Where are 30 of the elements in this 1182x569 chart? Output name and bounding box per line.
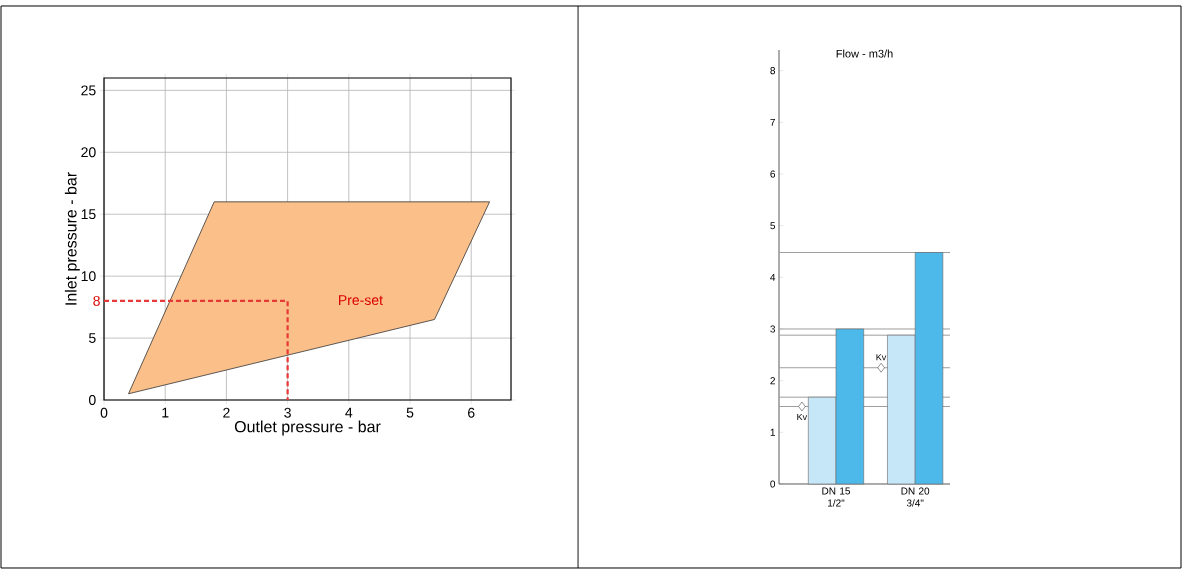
y-tick-label: 10 bbox=[81, 271, 96, 282]
x-tick-label: 0 bbox=[100, 407, 108, 418]
x-tick-label: 2 bbox=[223, 407, 230, 418]
y-tick-label: 8 bbox=[770, 67, 776, 75]
y-tick-label: 5 bbox=[770, 222, 776, 230]
x-tick-label: 4 bbox=[345, 407, 353, 418]
y-axis-title: Inlet pressure - bar bbox=[64, 172, 80, 305]
y-tick-label: 3 bbox=[770, 325, 776, 333]
series-label: Kv bbox=[876, 354, 887, 361]
text: Kv bbox=[797, 413, 808, 421]
y-tick-label: 0 bbox=[88, 395, 96, 405]
x-tick-label: DN 20 3/4" bbox=[901, 487, 930, 507]
x-tick-label: 1 bbox=[162, 407, 169, 418]
y-tick-label: 2 bbox=[770, 377, 775, 385]
y-tick-label: 15 bbox=[81, 209, 96, 220]
y-tick-label: 6 bbox=[770, 170, 776, 178]
y-tick-label: 0 bbox=[770, 480, 776, 488]
x-axis-title: Outlet pressure - bar bbox=[234, 420, 381, 436]
y-tick-label: 4 bbox=[770, 273, 776, 281]
y-tick-label: 20 bbox=[81, 147, 96, 158]
y-tick-label: 1 bbox=[770, 428, 775, 436]
y-tick-label: 5 bbox=[88, 333, 96, 343]
x-tick-label: 5 bbox=[406, 407, 414, 418]
x-tick-label: 3 bbox=[284, 407, 291, 418]
annotation: Pre-set bbox=[339, 295, 383, 306]
x-tick-label: 6 bbox=[468, 407, 475, 418]
x-tick-label: DN 15 1/2" bbox=[822, 487, 851, 507]
y-tick-label: 7 bbox=[770, 118, 775, 126]
chart-title: Flow - m3/h bbox=[836, 49, 893, 58]
y-tick-label: 25 bbox=[81, 85, 96, 96]
